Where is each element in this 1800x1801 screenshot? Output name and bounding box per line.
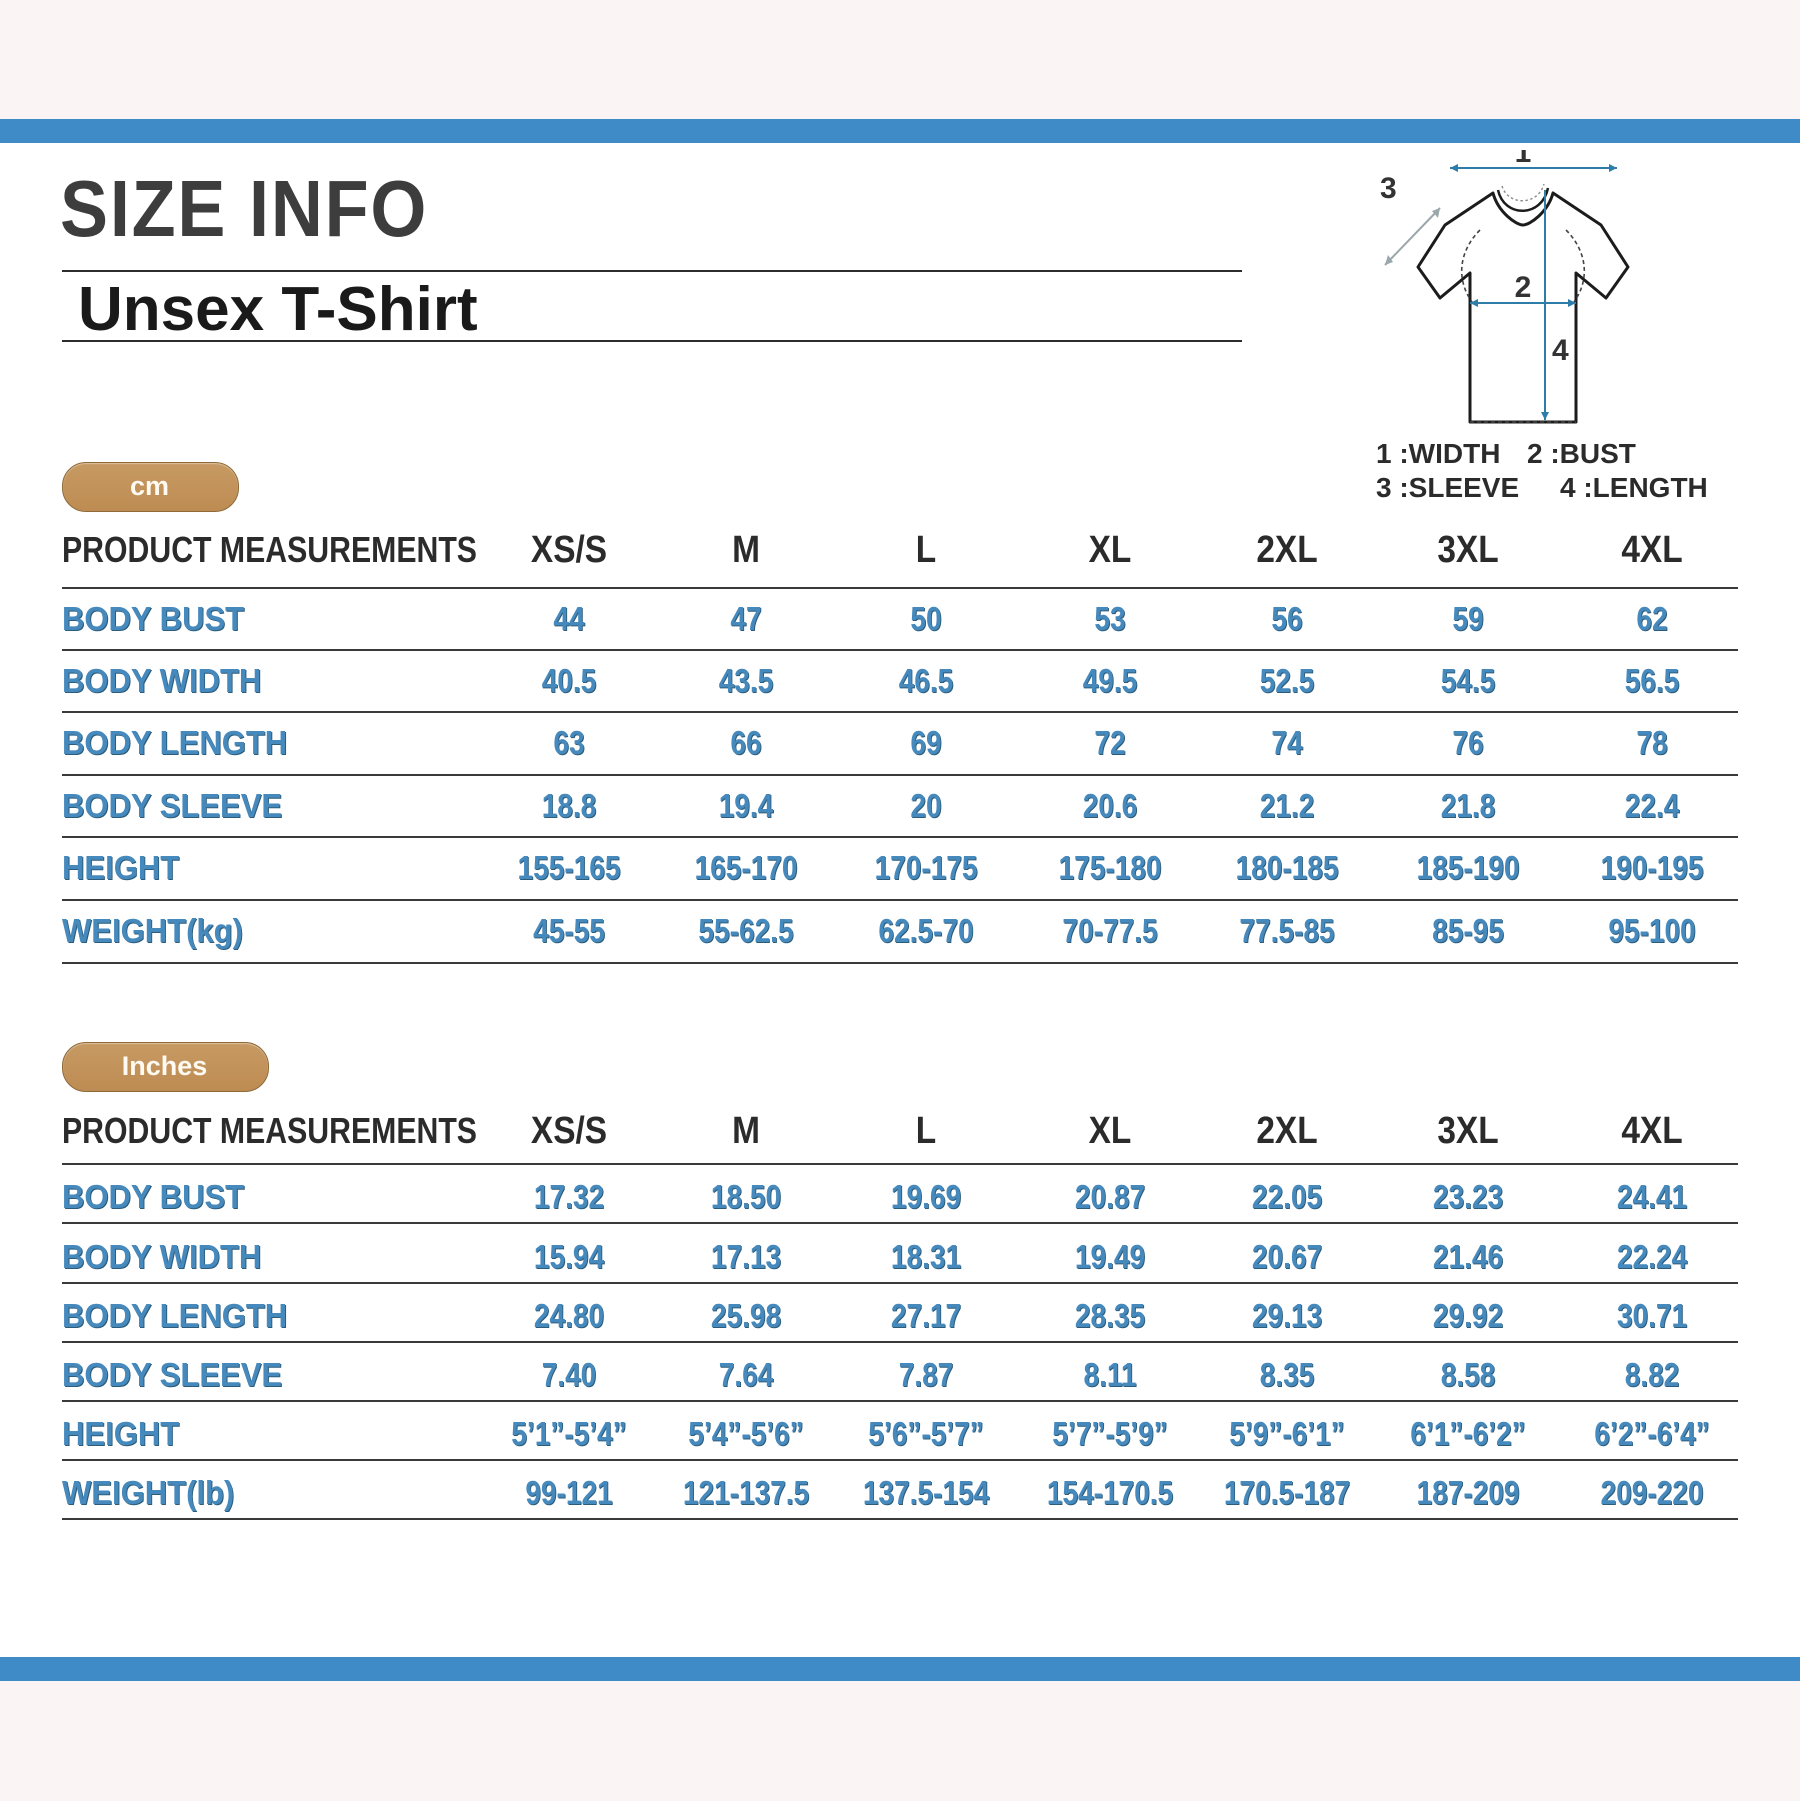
svg-text:4: 4 [1552, 334, 1569, 367]
svg-text:2: 2 [1515, 271, 1532, 304]
svg-text:1: 1 [1515, 150, 1532, 169]
svg-text:3: 3 [1380, 172, 1397, 205]
